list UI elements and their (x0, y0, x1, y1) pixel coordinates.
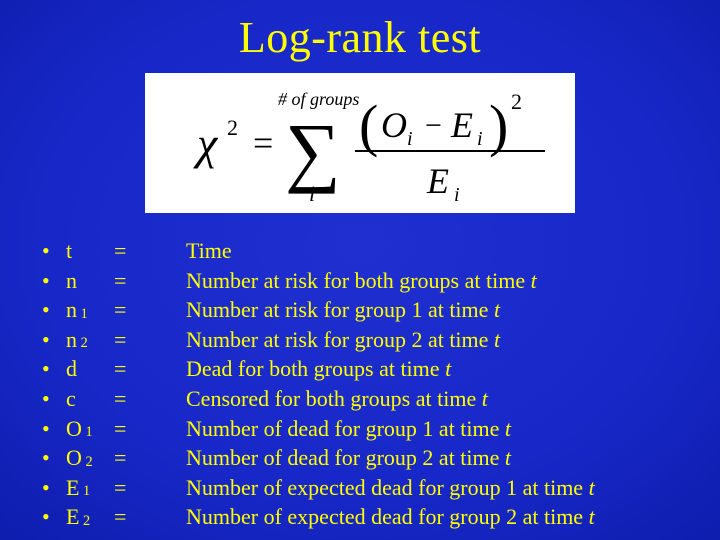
definition-description: Number at risk for group 2 at time t (186, 326, 700, 355)
italic-t: t (505, 445, 511, 470)
definition-symbol: n (66, 267, 114, 296)
definition-symbol: E 2 (66, 503, 114, 532)
definition-symbol: c (66, 385, 114, 414)
definition-symbol-sub: 1 (77, 306, 88, 322)
formula-sum-upper: # of groups (278, 89, 359, 109)
definition-description: Dead for both groups at time t (186, 355, 700, 384)
definition-description: Number of expected dead for group 2 at t… (186, 503, 700, 532)
definitions-list: •t=Time•n=Number at risk for both groups… (0, 237, 720, 532)
formula-sum-lower: i (309, 181, 315, 206)
definition-symbol: d (66, 355, 114, 384)
bullet-icon: • (42, 415, 66, 444)
bullet-icon: • (42, 237, 66, 266)
definition-equals: = (114, 385, 186, 414)
italic-t: t (589, 504, 595, 529)
definition-description: Censored for both groups at time t (186, 385, 700, 414)
definition-equals: = (114, 296, 186, 325)
definition-description: Number at risk for group 1 at time t (186, 296, 700, 325)
bullet-icon: • (42, 385, 66, 414)
definition-row: •E 2=Number of expected dead for group 2… (42, 503, 700, 532)
definition-row: •n=Number at risk for both groups at tim… (42, 267, 700, 296)
definition-equals: = (114, 474, 186, 503)
italic-t: t (494, 297, 500, 322)
definition-row: •O 1=Number of dead for group 1 at time … (42, 415, 700, 444)
definition-symbol-sub: 1 (82, 424, 93, 440)
definition-symbol-sub: 2 (79, 513, 90, 529)
bullet-icon: • (42, 474, 66, 503)
definition-symbol: n 2 (66, 326, 114, 355)
formula-eq: = (253, 123, 273, 163)
definition-row: •d=Dead for both groups at time t (42, 355, 700, 384)
formula-num-e-sub: i (477, 128, 483, 150)
definition-row: •n 2=Number at risk for group 2 at time … (42, 326, 700, 355)
bullet-icon: • (42, 444, 66, 473)
definition-row: •E 1=Number of expected dead for group 1… (42, 474, 700, 503)
formula-minus: − (425, 109, 442, 142)
bullet-icon: • (42, 355, 66, 384)
formula-lparen: ( (359, 93, 378, 158)
formula-rparen: ) (489, 93, 508, 158)
formula-chi: χ (193, 118, 219, 169)
definition-equals: = (114, 237, 186, 266)
definition-symbol: n 1 (66, 296, 114, 325)
definition-description: Time (186, 237, 700, 266)
formula-chi-sup: 2 (227, 115, 238, 140)
definition-description: Number of dead for group 2 at time t (186, 444, 700, 473)
definition-symbol-sub: 1 (79, 483, 90, 499)
definition-symbol-sub: 2 (77, 335, 88, 351)
bullet-icon: • (42, 267, 66, 296)
definition-equals: = (114, 267, 186, 296)
definition-symbol: O 1 (66, 415, 114, 444)
bullet-icon: • (42, 296, 66, 325)
definition-symbol: t (66, 237, 114, 266)
slide-title: Log-rank test (0, 0, 720, 73)
formula-box: χ 2 = ∑ # of groups i ( O i − E i ) 2 E … (145, 73, 575, 213)
italic-t: t (445, 356, 451, 381)
italic-t: t (494, 327, 500, 352)
definition-equals: = (114, 503, 186, 532)
definition-symbol: O 2 (66, 444, 114, 473)
definition-description: Number of expected dead for group 1 at t… (186, 474, 700, 503)
italic-t: t (589, 475, 595, 500)
formula-num-e: E (450, 105, 473, 145)
definition-equals: = (114, 415, 186, 444)
formula-den-e-sub: i (454, 184, 460, 206)
italic-t: t (531, 268, 537, 293)
definition-equals: = (114, 444, 186, 473)
formula-den-e: E (426, 161, 449, 201)
chi-square-formula: χ 2 = ∑ # of groups i ( O i − E i ) 2 E … (145, 73, 575, 213)
formula-num-sup: 2 (511, 89, 522, 114)
definition-row: •t=Time (42, 237, 700, 266)
definition-description: Number at risk for both groups at time t (186, 267, 700, 296)
formula-num-o-sub: i (407, 128, 413, 150)
definition-symbol-sub: 2 (82, 454, 93, 470)
definition-symbol: E 1 (66, 474, 114, 503)
definition-row: •O 2=Number of dead for group 2 at time … (42, 444, 700, 473)
bullet-icon: • (42, 503, 66, 532)
definition-row: •c=Censored for both groups at time t (42, 385, 700, 414)
definition-row: •n 1=Number at risk for group 1 at time … (42, 296, 700, 325)
formula-num-o: O (381, 105, 407, 145)
definition-equals: = (114, 355, 186, 384)
definition-description: Number of dead for group 1 at time t (186, 415, 700, 444)
definition-equals: = (114, 326, 186, 355)
italic-t: t (482, 386, 488, 411)
italic-t: t (505, 416, 511, 441)
bullet-icon: • (42, 326, 66, 355)
